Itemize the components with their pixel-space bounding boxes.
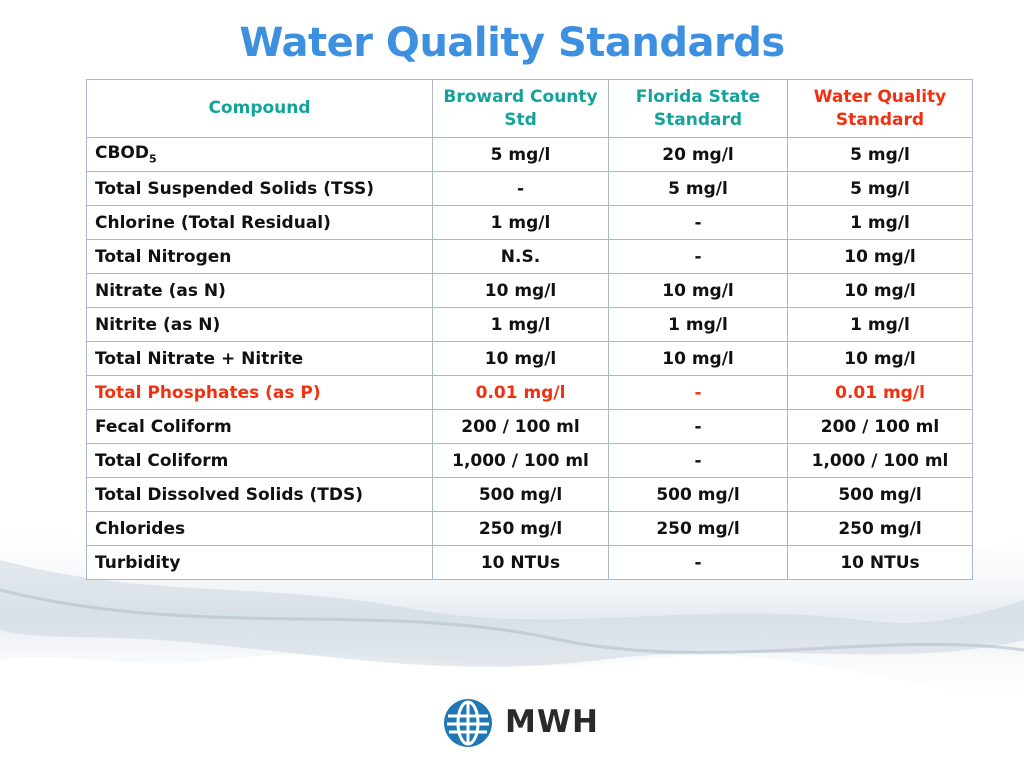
broward-cell: 1 mg/l	[432, 307, 609, 342]
standards-table: Compound Broward County Std Florida Stat…	[86, 79, 973, 580]
compound-cell: Chlorides	[86, 511, 433, 546]
table-row: Chlorides 250 mg/l 250 mg/l 250 mg/l	[86, 511, 973, 546]
table-row: Total Nitrogen N.S. - 10 mg/l	[86, 239, 973, 274]
florida-cell: -	[608, 239, 788, 274]
wqs-cell: 10 mg/l	[787, 341, 973, 376]
florida-cell: 20 mg/l	[608, 137, 788, 172]
compound-cell: Total Phosphates (as P)	[86, 375, 433, 410]
broward-cell: 5 mg/l	[432, 137, 609, 172]
logo-text: MWH	[505, 704, 599, 740]
wqs-cell: 200 / 100 ml	[787, 409, 973, 444]
table-body: CBOD5 5 mg/l 20 mg/l 5 mg/l Total Suspen…	[86, 137, 973, 580]
header-water-quality: Water Quality Standard	[787, 79, 973, 138]
table-row: Total Suspended Solids (TSS) - 5 mg/l 5 …	[86, 171, 973, 206]
globe-icon	[444, 699, 492, 747]
subscript: 5	[149, 152, 157, 166]
compound-cell: CBOD5	[86, 137, 433, 172]
florida-cell: 250 mg/l	[608, 511, 788, 546]
wqs-cell: 250 mg/l	[787, 511, 973, 546]
florida-cell: 10 mg/l	[608, 341, 788, 376]
broward-cell: 500 mg/l	[432, 477, 609, 512]
florida-cell: 500 mg/l	[608, 477, 788, 512]
wqs-cell: 10 NTUs	[787, 545, 973, 580]
wqs-cell: 500 mg/l	[787, 477, 973, 512]
wqs-cell: 1 mg/l	[787, 205, 973, 240]
table-row: Total Dissolved Solids (TDS) 500 mg/l 50…	[86, 477, 973, 512]
table-row: CBOD5 5 mg/l 20 mg/l 5 mg/l	[86, 137, 973, 172]
table-row: Turbidity 10 NTUs - 10 NTUs	[86, 545, 973, 580]
compound-cell: Fecal Coliform	[86, 409, 433, 444]
compound-cell: Total Coliform	[86, 443, 433, 478]
broward-cell: 1,000 / 100 ml	[432, 443, 609, 478]
florida-cell: 10 mg/l	[608, 273, 788, 308]
broward-cell: 10 mg/l	[432, 273, 609, 308]
wqs-cell: 10 mg/l	[787, 273, 973, 308]
page-title: Water Quality Standards	[239, 20, 785, 66]
table-row: Total Coliform 1,000 / 100 ml - 1,000 / …	[86, 443, 973, 478]
table-row: Fecal Coliform 200 / 100 ml - 200 / 100 …	[86, 409, 973, 444]
wqs-cell: 10 mg/l	[787, 239, 973, 274]
header-florida: Florida State Standard	[608, 79, 788, 138]
table-row: Total Nitrate + Nitrite 10 mg/l 10 mg/l …	[86, 341, 973, 376]
broward-cell: -	[432, 171, 609, 206]
florida-cell: -	[608, 443, 788, 478]
header-broward: Broward County Std	[432, 79, 609, 138]
florida-cell: 5 mg/l	[608, 171, 788, 206]
header-compound: Compound	[86, 79, 433, 138]
broward-cell: N.S.	[432, 239, 609, 274]
table-header-row: Compound Broward County Std Florida Stat…	[86, 79, 973, 138]
table-row: Nitrite (as N) 1 mg/l 1 mg/l 1 mg/l	[86, 307, 973, 342]
table-row: Nitrate (as N) 10 mg/l 10 mg/l 10 mg/l	[86, 273, 973, 308]
wqs-cell: 0.01 mg/l	[787, 375, 973, 410]
mwh-logo: MWH	[443, 698, 603, 750]
florida-cell: -	[608, 205, 788, 240]
compound-cell: Nitrate (as N)	[86, 273, 433, 308]
compound-cell: Total Suspended Solids (TSS)	[86, 171, 433, 206]
wqs-cell: 5 mg/l	[787, 137, 973, 172]
compound-cell: Total Dissolved Solids (TDS)	[86, 477, 433, 512]
florida-cell: -	[608, 545, 788, 580]
wqs-cell: 1 mg/l	[787, 307, 973, 342]
broward-cell: 10 mg/l	[432, 341, 609, 376]
table-row: Chlorine (Total Residual) 1 mg/l - 1 mg/…	[86, 205, 973, 240]
broward-cell: 200 / 100 ml	[432, 409, 609, 444]
wqs-cell: 1,000 / 100 ml	[787, 443, 973, 478]
broward-cell: 0.01 mg/l	[432, 375, 609, 410]
wqs-cell: 5 mg/l	[787, 171, 973, 206]
compound-cell: Total Nitrate + Nitrite	[86, 341, 433, 376]
florida-cell: -	[608, 375, 788, 410]
florida-cell: -	[608, 409, 788, 444]
compound-cell: Turbidity	[86, 545, 433, 580]
compound-cell: Chlorine (Total Residual)	[86, 205, 433, 240]
table-row-highlighted: Total Phosphates (as P) 0.01 mg/l - 0.01…	[86, 375, 973, 410]
broward-cell: 10 NTUs	[432, 545, 609, 580]
compound-cell: Nitrite (as N)	[86, 307, 433, 342]
broward-cell: 250 mg/l	[432, 511, 609, 546]
florida-cell: 1 mg/l	[608, 307, 788, 342]
compound-cell: Total Nitrogen	[86, 239, 433, 274]
broward-cell: 1 mg/l	[432, 205, 609, 240]
